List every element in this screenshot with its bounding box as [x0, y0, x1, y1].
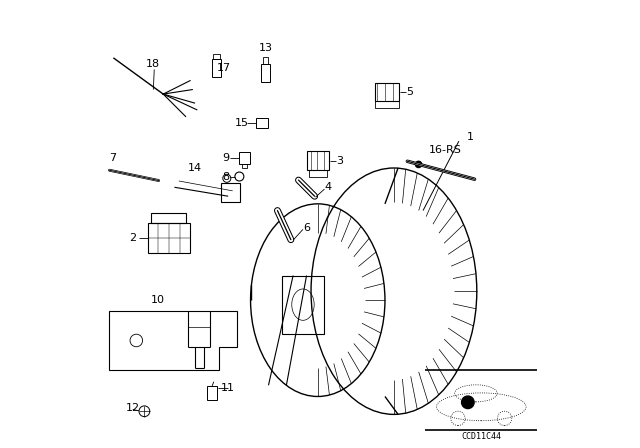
Bar: [282, 276, 324, 334]
Text: 12: 12: [125, 403, 140, 413]
Text: 4: 4: [324, 182, 332, 192]
Bar: [221, 183, 240, 202]
Text: 17: 17: [216, 63, 231, 73]
Bar: [239, 152, 250, 164]
Bar: [374, 83, 399, 101]
Text: 10: 10: [151, 295, 165, 305]
Text: 15: 15: [235, 118, 249, 128]
Bar: [148, 223, 190, 253]
Bar: [212, 59, 221, 77]
Text: 6: 6: [303, 223, 310, 233]
Bar: [262, 57, 268, 64]
Circle shape: [415, 161, 422, 168]
Bar: [151, 213, 186, 223]
Text: 14: 14: [188, 163, 202, 173]
Bar: [257, 118, 268, 128]
Text: 9: 9: [222, 153, 230, 163]
Bar: [261, 64, 270, 82]
Text: 5: 5: [406, 87, 413, 97]
Bar: [207, 386, 217, 400]
Bar: [309, 170, 327, 177]
Text: 13: 13: [259, 43, 273, 53]
Text: 11: 11: [221, 383, 235, 392]
Text: 2: 2: [129, 233, 136, 243]
Text: CCD11C44: CCD11C44: [461, 432, 501, 441]
Bar: [242, 164, 247, 168]
Circle shape: [461, 396, 474, 409]
Text: 16-RS: 16-RS: [429, 145, 462, 155]
Text: 7: 7: [109, 153, 116, 163]
Bar: [213, 54, 220, 59]
Text: 8: 8: [222, 172, 230, 181]
Bar: [374, 101, 399, 108]
Text: 3: 3: [336, 156, 343, 166]
Text: 1: 1: [467, 132, 474, 142]
Text: 18: 18: [147, 59, 161, 69]
Bar: [307, 151, 329, 170]
